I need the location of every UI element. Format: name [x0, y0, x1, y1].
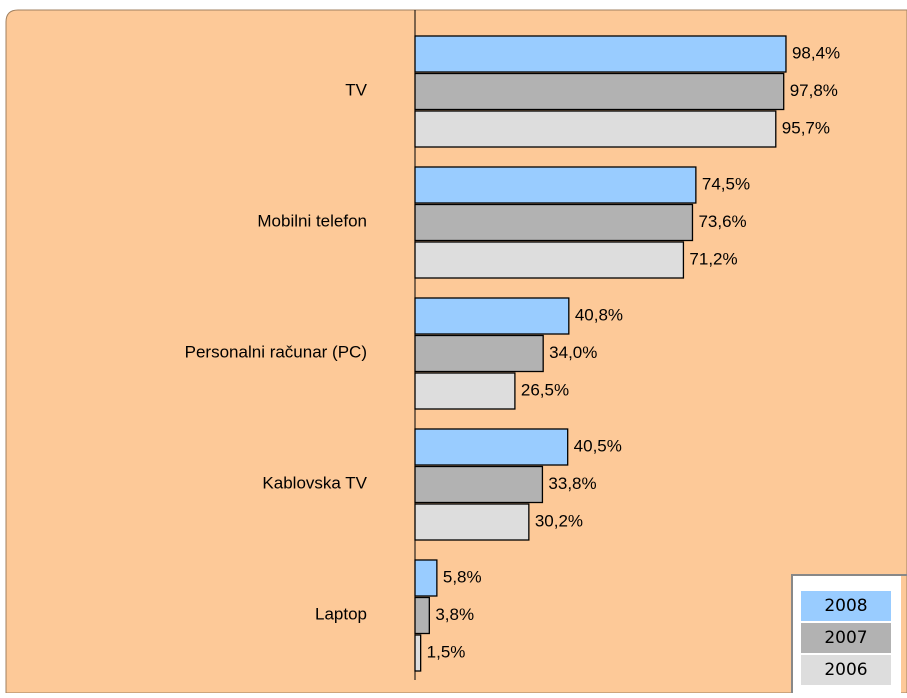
legend-label: 2006	[824, 660, 867, 680]
legend-swatch	[801, 623, 891, 653]
value-label: 71,2%	[689, 249, 737, 268]
bar	[414, 428, 569, 466]
bar	[414, 110, 777, 148]
bar	[414, 334, 544, 373]
category-label: Kablovska TV	[262, 474, 367, 493]
legend-label: 2008	[824, 596, 867, 616]
value-label: 98,4%	[792, 43, 840, 62]
value-label: 3,8%	[435, 605, 474, 624]
value-label: 73,6%	[698, 212, 746, 231]
value-label: 40,8%	[575, 305, 623, 324]
legend-swatch	[801, 655, 891, 685]
value-label: 30,2%	[535, 511, 583, 530]
value-label: 95,7%	[782, 118, 830, 137]
value-label: 34,0%	[549, 343, 597, 362]
bar	[414, 166, 697, 204]
legend: 2008 2007 2006	[791, 574, 907, 693]
value-label: 97,8%	[790, 81, 838, 100]
legend-label: 2007	[824, 628, 867, 648]
value-label: 1,5%	[427, 642, 466, 661]
bar	[414, 241, 685, 279]
bar	[414, 596, 430, 635]
legend-swatch	[801, 591, 891, 621]
bar	[414, 465, 544, 504]
value-label: 5,8%	[443, 567, 482, 586]
bar	[414, 72, 785, 111]
value-label: 26,5%	[521, 380, 569, 399]
bar	[414, 559, 438, 597]
bars: TV 98,4% 97,8% 95,7% Mobilni telefon 74,5% 73,…	[185, 35, 840, 672]
value-label: 33,8%	[548, 474, 596, 493]
category-label: Laptop	[315, 605, 367, 624]
value-label: 74,5%	[702, 174, 750, 193]
bar	[414, 297, 570, 335]
value-label: 40,5%	[574, 436, 622, 455]
category-label: Mobilni telefon	[257, 212, 367, 231]
category-label: Personalni računar (PC)	[185, 343, 367, 362]
bar	[414, 372, 516, 410]
bar	[414, 35, 787, 73]
bar	[414, 634, 422, 672]
category-label: TV	[345, 81, 367, 100]
bar	[414, 203, 694, 242]
bar	[414, 503, 530, 541]
